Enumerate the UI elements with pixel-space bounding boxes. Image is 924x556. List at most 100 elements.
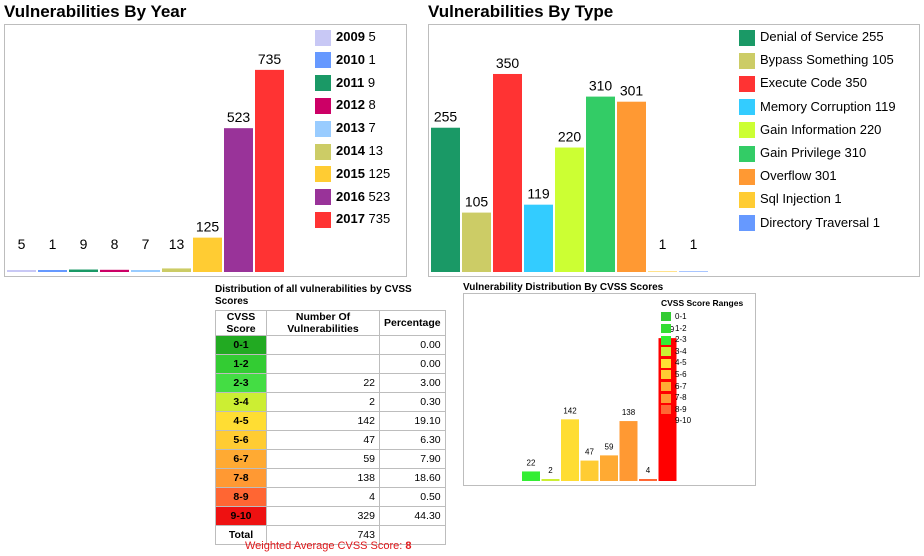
legend-year: 2014 (336, 143, 369, 158)
legend-swatch (661, 358, 671, 368)
legend-swatch (315, 143, 331, 160)
bar-2015 (193, 237, 222, 272)
bar-label-2012: 8 (111, 236, 119, 252)
bar-label-2011: 9 (80, 236, 88, 252)
table-row: 0-1 0.00 (215, 335, 446, 355)
bar-2013 (131, 270, 160, 272)
bar-Gain Information (555, 147, 584, 272)
by-type-panel: 255 105 350 119 220 310 301 1 1 Denial of Servic… (428, 24, 920, 277)
legend-swatch (661, 405, 671, 415)
bar-label-Gain Privilege: 310 (589, 78, 613, 94)
legend-item-2017: 2017 735 (315, 210, 390, 228)
legend-label: Directory Traversal 1 (760, 214, 880, 230)
legend-count: 7 (368, 120, 376, 136)
bar-Bypass Something (462, 212, 491, 272)
bar-label-8-9: 4 (646, 466, 651, 475)
header-percentage: Percentage (379, 310, 446, 336)
cvss-table: CVSS Score Number Of Vulnerabilities Per… (215, 310, 446, 545)
bar-6-7 (600, 455, 618, 481)
legend-item-3-4: 3-4 (661, 346, 687, 357)
legend-label: Gain Privilege 310 (760, 145, 867, 160)
cell-score: 9-10 (215, 506, 267, 526)
cell-total-label: Total (215, 525, 267, 545)
legend-swatch (739, 75, 755, 92)
bar-label-4-5: 142 (563, 406, 577, 415)
bar-label-2-3: 22 (527, 458, 536, 467)
legend-item-Overflow: Overflow 301 (739, 167, 837, 185)
cvss-chart-panel: 22214247591384329 CVSS Score Ranges 0-11… (463, 293, 756, 486)
cell-count: 22 (266, 373, 380, 393)
legend-item-2016: 2016 523 (315, 188, 390, 206)
cvss-legend-label: 2-3 (675, 335, 687, 345)
bar-8-9 (639, 479, 657, 481)
legend-count: 1 (368, 51, 376, 67)
legend-swatch (661, 347, 671, 357)
bar-label-6-7: 59 (605, 442, 614, 451)
legend-year: 2009 (336, 29, 369, 44)
by-year-title: Vulnerabilities By Year (4, 2, 187, 21)
legend-swatch (661, 370, 671, 380)
bar-Denial of Service (431, 127, 460, 272)
legend-swatch (661, 312, 671, 322)
cell-score: 4-5 (215, 411, 267, 431)
legend-swatch (661, 335, 671, 345)
bar-label-Sql Injection: 1 (659, 236, 667, 252)
bar-5-6 (580, 460, 599, 481)
cvss-legend-label: 6-7 (675, 381, 687, 391)
legend-item-Gain Information: Gain Information 220 (739, 121, 881, 139)
cell-count: 59 (266, 449, 380, 469)
bar-4-5 (561, 419, 579, 481)
bar-label-2014: 13 (169, 236, 185, 252)
legend-swatch (739, 168, 755, 185)
table-row: 8-9 4 0.50 (215, 487, 446, 507)
cell-percentage: 18.60 (379, 468, 446, 488)
cvss-legend-label: 0-1 (675, 312, 687, 321)
bar-label-2009: 5 (18, 236, 26, 252)
cell-percentage: 0.30 (379, 392, 446, 412)
table-row: 3-4 2 0.30 (215, 392, 446, 412)
legend-item-6-7: 6-7 (661, 381, 687, 392)
cvss-table-title: Distribution of all vulnerabilities by C… (215, 284, 412, 307)
bar-2014 (162, 268, 191, 272)
legend-swatch (739, 52, 755, 69)
cell-total-count: 743 (266, 525, 380, 545)
cvss-legend-title: CVSS Score Ranges (661, 298, 744, 308)
legend-item-5-6: 5-6 (661, 369, 687, 380)
legend-swatch (661, 416, 671, 426)
bar-label-5-6: 47 (585, 448, 594, 457)
legend-count: 8 (368, 97, 376, 113)
legend-label: Memory Corruption 119 (760, 98, 896, 114)
legend-swatch (661, 323, 671, 333)
legend-swatch (661, 381, 671, 391)
bar-2012 (100, 269, 129, 272)
bar-3-4 (541, 479, 560, 481)
legend-swatch (739, 215, 755, 232)
bar-label-2016: 523 (227, 109, 251, 125)
legend-year: 2010 (336, 51, 369, 67)
cell-score: 0-1 (215, 335, 267, 355)
bar-label-Overflow: 301 (620, 83, 644, 99)
cell-percentage: 44.30 (379, 506, 446, 526)
legend-swatch (315, 75, 331, 92)
legend-swatch (739, 191, 755, 208)
legend-item-Gain Privilege: Gain Privilege 310 (739, 144, 866, 162)
legend-label: Overflow 301 (760, 168, 837, 184)
by-year-panel: 5 1 9 8 7 13 125 523 735 2009 5 2010 1 2011 9 2012 … (4, 24, 407, 277)
table-total-row: Total 743 (215, 525, 446, 545)
bar-2011 (69, 269, 98, 272)
legend-year: 2017 (336, 211, 369, 227)
cell-score: 5-6 (215, 430, 267, 450)
legend-label: Denial of Service 255 (760, 29, 884, 44)
legend-item-Bypass Something: Bypass Something 105 (739, 51, 894, 69)
cell-count: 138 (266, 468, 380, 488)
bar-label-Bypass Something: 105 (465, 194, 489, 210)
legend-year: 2013 (336, 120, 369, 136)
bar-label-2010: 1 (49, 236, 57, 252)
cell-score: 3-4 (215, 392, 267, 412)
legend-swatch (739, 145, 755, 162)
cell-count (266, 354, 380, 374)
weighted-average: Weighted Average CVSS Score: 8 (245, 540, 412, 552)
legend-swatch (315, 52, 331, 69)
legend-item-2009: 2009 5 (315, 28, 376, 46)
bar-label-Denial of Service: 255 (434, 109, 458, 125)
